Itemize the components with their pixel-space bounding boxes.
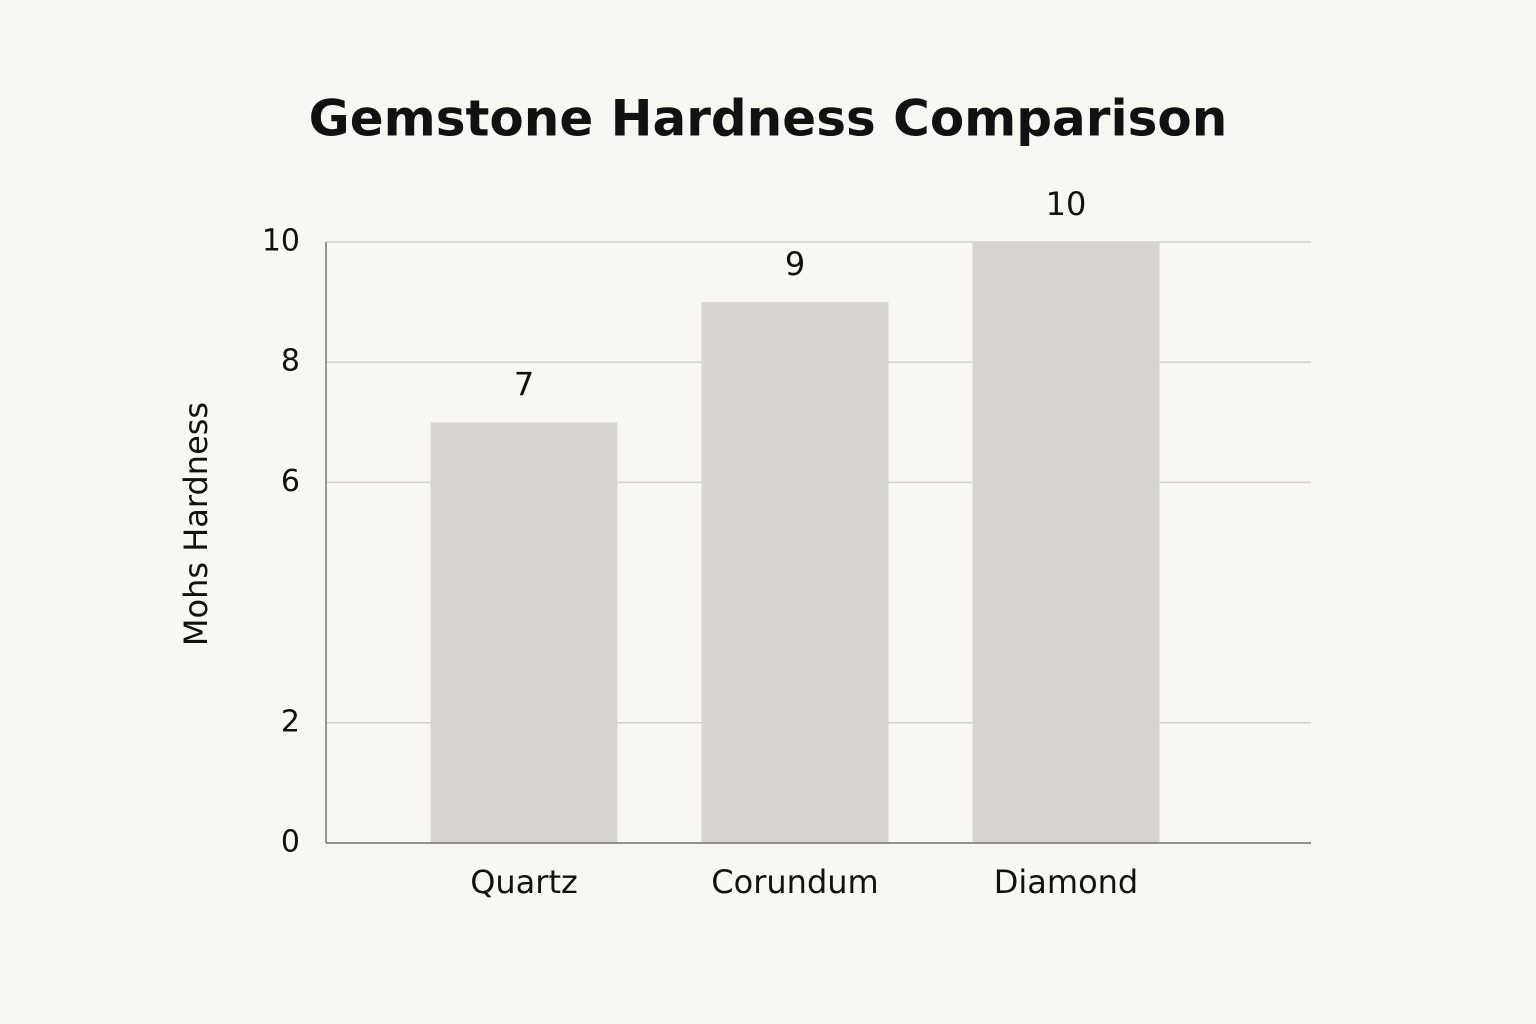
value-label-background — [494, 368, 554, 405]
y-tick-label: 6 — [281, 464, 300, 499]
x-tick-label: Quartz — [470, 863, 578, 901]
y-tick-label: 0 — [281, 825, 300, 860]
y-tick-label: 10 — [262, 224, 300, 259]
bar — [972, 242, 1160, 843]
value-label: 9 — [785, 245, 805, 283]
value-label-background — [1036, 188, 1096, 224]
y-tick-label: 2 — [281, 704, 300, 739]
x-tick-label: Diamond — [994, 863, 1138, 901]
value-label-background — [765, 248, 825, 285]
y-axis-label: Mohs Hardness — [177, 402, 215, 646]
bar — [430, 422, 618, 843]
value-label: 7 — [514, 365, 534, 403]
bar — [701, 302, 889, 844]
value-label: 10 — [1046, 185, 1087, 223]
chart-title: Gemstone Hardness Comparison — [309, 90, 1228, 148]
x-tick-label: Corundum — [711, 863, 878, 901]
y-tick-label: 8 — [281, 344, 300, 379]
